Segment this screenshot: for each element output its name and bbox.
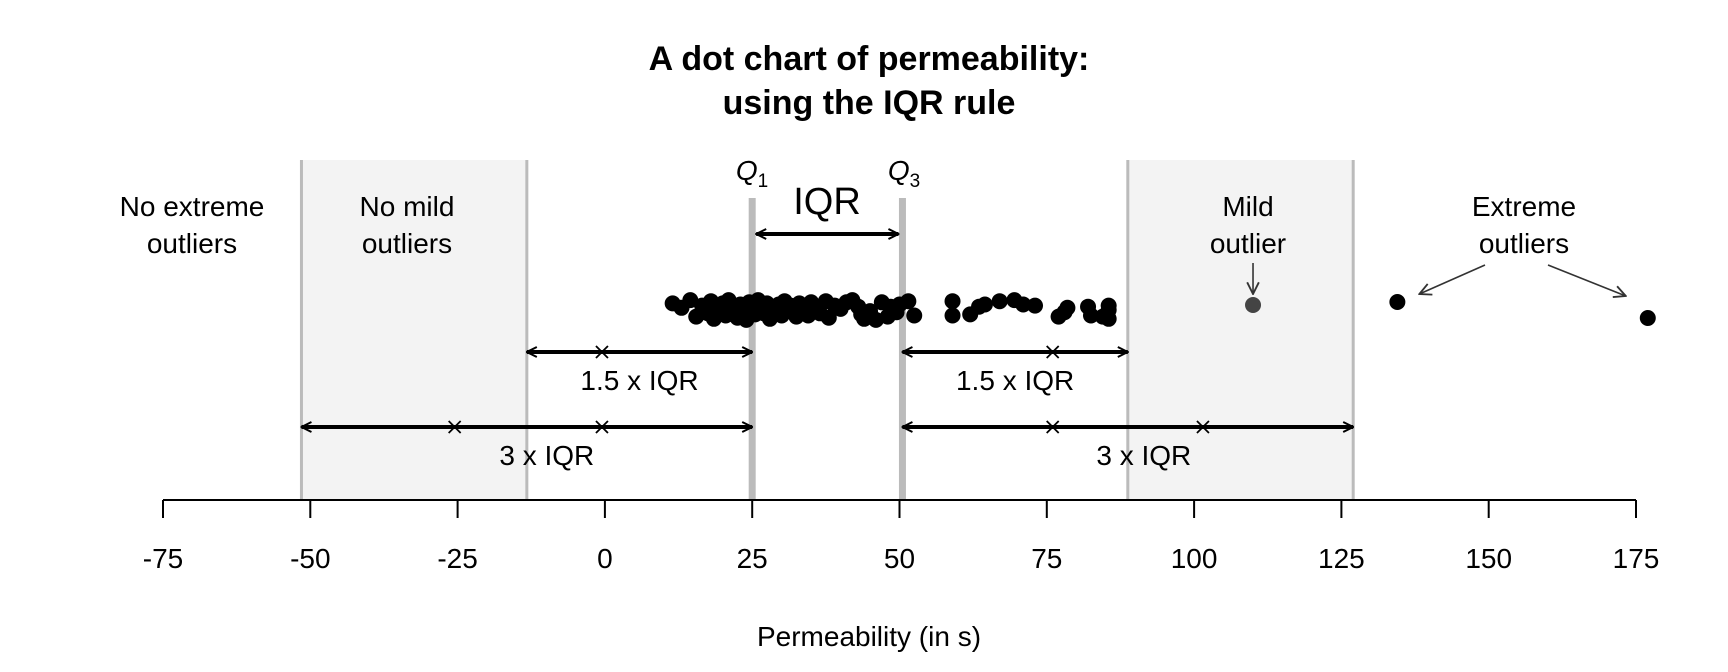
extreme-range-left-arrow-cross-stroke xyxy=(595,420,609,434)
extreme-range-left-arrow-cross xyxy=(595,420,609,434)
mild-left-iqr-label: 1.5 x IQR xyxy=(580,365,698,396)
no-extreme-label-line-1: No extreme xyxy=(120,191,265,222)
extreme-range-right-arrow-cross xyxy=(1196,420,1210,434)
mild-outlier-label-line-2: outlier xyxy=(1210,228,1286,259)
extreme-range-left-arrow-cross xyxy=(448,420,462,434)
no-extreme-label-line-2: outliers xyxy=(147,228,237,259)
mild-range-right-arrow-cross xyxy=(1046,345,1060,359)
q3-subscript: 3 xyxy=(910,171,921,192)
q3-label: Q3 xyxy=(888,155,920,192)
x-tick-label: 150 xyxy=(1465,543,1512,574)
q1-letter: Q xyxy=(736,155,758,186)
no-mild-label-line-1: No mild xyxy=(360,191,455,222)
x-tick-label: -50 xyxy=(290,543,330,574)
data-point xyxy=(900,293,917,310)
data-point xyxy=(906,307,923,324)
data-point xyxy=(991,293,1008,310)
extreme-outlier-arrow xyxy=(1547,264,1626,296)
mild-outlier-label-line-1: Mild xyxy=(1222,191,1273,222)
x-tick-label: 125 xyxy=(1318,543,1365,574)
data-point xyxy=(1027,297,1044,314)
mild-range-left-arrow-cross-stroke xyxy=(595,345,609,359)
extreme-left-iqr-label: 3 x IQR xyxy=(499,440,594,471)
extreme-range-right-arrow-cross-stroke xyxy=(1046,420,1060,434)
x-tick-label: 175 xyxy=(1613,543,1660,574)
extreme-right-iqr-label: 3 x IQR xyxy=(1096,440,1191,471)
x-axis-label: Permeability (in s) xyxy=(757,621,981,652)
mild-range-left-arrow-cross xyxy=(595,345,609,359)
data-point xyxy=(1082,307,1099,324)
mild-outlier-point xyxy=(1245,297,1262,313)
extreme-outlier-point xyxy=(1389,294,1406,310)
data-point xyxy=(944,293,961,310)
mild-range-right-arrow-cross-stroke xyxy=(1046,345,1060,359)
chart-title-line-1: A dot chart of permeability: xyxy=(649,40,1090,78)
x-tick-label: 0 xyxy=(597,543,613,574)
data-point xyxy=(976,296,993,313)
q1-subscript: 1 xyxy=(758,171,769,192)
extreme-range-right-arrow-cross xyxy=(1046,420,1060,434)
extreme-range-right-arrow-cross-stroke xyxy=(1196,420,1210,434)
data-point xyxy=(1100,297,1117,314)
chart-title-line-2: using the IQR rule xyxy=(723,84,1016,122)
mild-right-iqr-label: 1.5 x IQR xyxy=(956,365,1074,396)
data-point xyxy=(1100,310,1117,327)
x-tick-label: 100 xyxy=(1171,543,1218,574)
data-point xyxy=(1015,296,1032,313)
data-point xyxy=(944,307,961,324)
extreme-outlier-point xyxy=(1639,310,1656,326)
x-tick-label: -75 xyxy=(143,543,183,574)
x-tick-label: 25 xyxy=(737,543,768,574)
extreme-range-left-arrow-cross-stroke xyxy=(448,420,462,434)
mild-zone-left xyxy=(301,160,527,500)
no-mild-label-line-2: outliers xyxy=(362,228,452,259)
q3-letter: Q xyxy=(888,155,910,186)
q1-label: Q1 xyxy=(736,155,768,192)
iqr-label: IQR xyxy=(793,181,861,223)
x-tick-label: 50 xyxy=(884,543,915,574)
extreme-outliers-label-line-2: outliers xyxy=(1479,228,1569,259)
x-tick-label: -25 xyxy=(437,543,477,574)
x-tick-label: 75 xyxy=(1031,543,1062,574)
extreme-outliers-label-line-1: Extreme xyxy=(1472,191,1576,222)
extreme-outlier-arrow xyxy=(1419,264,1486,294)
data-point xyxy=(820,309,837,326)
data-point xyxy=(1059,299,1076,316)
mild-zone-right xyxy=(1127,160,1354,500)
